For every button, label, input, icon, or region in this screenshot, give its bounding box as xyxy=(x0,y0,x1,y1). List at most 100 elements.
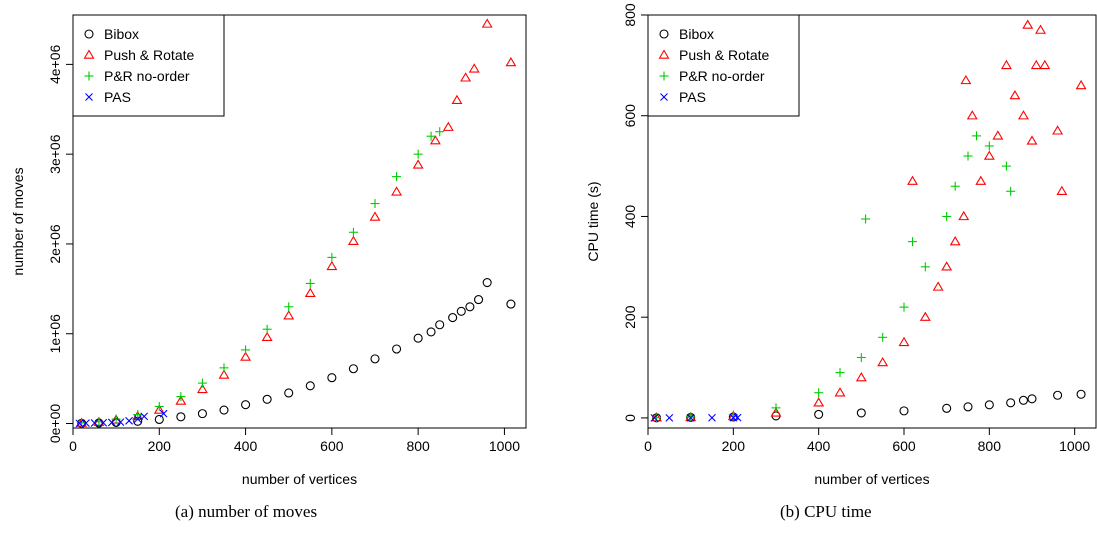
x-axis-label: number of vertices xyxy=(242,471,357,487)
data-point xyxy=(1027,394,1037,404)
data-point-shape xyxy=(958,210,970,221)
data-point-shape xyxy=(482,278,492,288)
data-point xyxy=(284,388,294,398)
data-point-d2 xyxy=(90,419,99,427)
data-point-shape xyxy=(966,110,978,120)
data-point-shape xyxy=(240,351,252,361)
data-point xyxy=(920,262,930,272)
data-point xyxy=(435,127,445,137)
data-point xyxy=(1056,185,1068,195)
data-point xyxy=(305,381,315,391)
data-point xyxy=(426,131,436,141)
data-point-d2 xyxy=(140,412,149,421)
x-tick-label: 600 xyxy=(892,438,916,454)
legend-marker xyxy=(658,49,670,59)
data-point-shape xyxy=(196,383,208,394)
data-point xyxy=(908,237,918,247)
data-point xyxy=(435,320,445,330)
legend-marker-d2 xyxy=(85,93,93,101)
series-bibox xyxy=(651,389,1086,423)
data-point xyxy=(219,363,229,373)
data-point-d2 xyxy=(650,413,659,422)
data-point-shape xyxy=(481,18,493,28)
data-point xyxy=(877,356,889,367)
data-point xyxy=(133,410,143,420)
data-point-shape xyxy=(426,327,436,337)
data-point xyxy=(966,110,978,120)
legend-label: PAS xyxy=(104,89,131,105)
data-point-shape xyxy=(429,135,441,145)
data-point-shape xyxy=(347,235,359,245)
data-point-shape xyxy=(175,395,187,405)
data-point xyxy=(1075,79,1087,90)
data-point xyxy=(261,331,273,342)
data-point xyxy=(153,404,165,414)
y-tick-label: 0e+00 xyxy=(47,404,63,444)
y-tick-label: 1e+06 xyxy=(47,314,63,354)
data-point-d2 xyxy=(99,418,108,427)
data-point-shape xyxy=(262,394,272,404)
data-point xyxy=(1001,161,1011,171)
data-point xyxy=(708,413,716,422)
data-point xyxy=(140,412,149,421)
series-pas xyxy=(75,409,168,428)
data-point xyxy=(771,403,781,413)
caption-b: (b) CPU time xyxy=(780,502,872,521)
data-point xyxy=(154,401,164,411)
data-point-shape xyxy=(932,281,944,291)
data-point xyxy=(972,131,982,141)
data-point xyxy=(75,419,84,428)
data-point xyxy=(370,199,380,209)
data-point xyxy=(770,407,782,417)
data-point-shape xyxy=(369,211,381,221)
data-point xyxy=(856,408,866,418)
data-point xyxy=(814,409,824,419)
legend-marker xyxy=(659,71,669,81)
legend-label: Bibox xyxy=(104,26,139,42)
data-point-shape xyxy=(877,356,889,367)
data-point-d2 xyxy=(133,415,142,423)
data-point xyxy=(107,418,116,427)
data-point xyxy=(1006,398,1016,408)
plot-frame xyxy=(72,14,527,429)
data-point-shape xyxy=(1018,110,1029,120)
data-point xyxy=(941,261,953,271)
data-point xyxy=(412,159,424,169)
y-tick-label: 2e+06 xyxy=(47,224,63,264)
data-point-shape xyxy=(1009,90,1021,100)
data-point-shape xyxy=(834,387,846,397)
data-point xyxy=(304,287,316,298)
data-point-shape xyxy=(949,236,961,246)
data-point xyxy=(1018,110,1029,120)
data-point xyxy=(942,211,952,221)
data-point xyxy=(1009,90,1021,100)
data-point xyxy=(733,413,742,422)
data-point xyxy=(814,388,824,398)
data-point-shape xyxy=(473,295,484,305)
data-point xyxy=(159,409,168,418)
data-point xyxy=(241,345,251,355)
data-point-shape xyxy=(919,311,931,321)
data-point xyxy=(305,278,315,288)
data-point xyxy=(963,151,973,161)
data-point-shape xyxy=(1035,24,1046,34)
data-point-shape xyxy=(1076,389,1086,399)
data-point xyxy=(392,344,402,354)
data-point xyxy=(1018,395,1029,405)
data-point xyxy=(834,387,846,397)
data-point xyxy=(111,414,121,424)
data-point xyxy=(473,295,484,305)
data-point-shape xyxy=(813,397,825,407)
data-point xyxy=(949,236,961,246)
data-point-d2 xyxy=(665,413,674,422)
data-point-shape xyxy=(899,406,909,416)
data-point xyxy=(392,172,402,182)
data-point xyxy=(481,18,493,28)
legend-marker xyxy=(659,29,669,39)
data-point-shape xyxy=(392,344,402,354)
data-point-shape xyxy=(1075,79,1087,90)
y-axis-label: CPU time (s) xyxy=(585,181,601,261)
y-tick-label: 600 xyxy=(622,104,638,128)
data-point xyxy=(1035,24,1046,34)
data-point xyxy=(116,418,125,427)
